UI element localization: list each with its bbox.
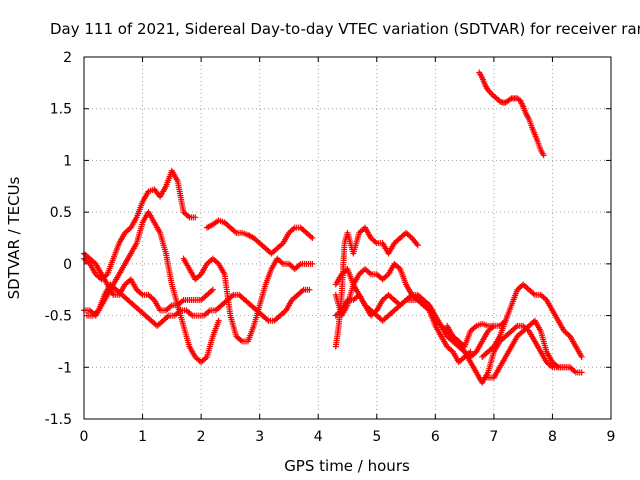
y-tick-label: -0.5: [45, 309, 72, 325]
x-tick-label: 0: [80, 429, 89, 445]
series-arc2: [81, 209, 222, 366]
series-arc7: [332, 224, 421, 350]
grid-lines: [84, 57, 611, 419]
x-tick-label: 1: [138, 429, 147, 445]
x-tick-label: 6: [431, 429, 440, 445]
x-tick-label: 9: [607, 429, 616, 445]
series-arc14: [476, 69, 547, 159]
series-arc13: [485, 317, 574, 381]
series-arc10: [332, 291, 497, 360]
data-point: [309, 260, 316, 267]
y-tick-label: 0: [63, 257, 72, 273]
data-point: [309, 235, 316, 241]
data-point: [215, 317, 222, 324]
data-point: [306, 286, 313, 293]
data-point: [490, 322, 497, 329]
y-tick-label: 1: [63, 153, 72, 169]
data-point: [567, 364, 574, 371]
y-tick-label: -1.5: [45, 412, 72, 428]
data-points: [81, 69, 585, 386]
y-tick-label: 1.5: [50, 102, 72, 118]
series-arc6: [180, 255, 316, 345]
x-tick-label: 7: [489, 429, 498, 445]
data-point: [192, 214, 199, 221]
series-arc1: [81, 167, 199, 283]
chart-title: Day 111 of 2021, Sidereal Day-to-day VTE…: [50, 20, 640, 38]
x-tick-label: 3: [255, 429, 264, 445]
plot-frame: [83, 56, 612, 420]
y-axis-label: SDTVAR / TECUs: [5, 176, 23, 299]
data-point: [414, 242, 421, 249]
data-point: [209, 286, 216, 293]
series-arc12: [479, 281, 585, 360]
series-arc5: [203, 217, 316, 257]
series-arc4: [83, 281, 313, 329]
x-tick-label: 5: [372, 429, 381, 445]
x-tick-label: 4: [314, 429, 323, 445]
data-point: [578, 369, 585, 376]
axis-ticks: 0 1 2 3 4 5 6 7 8 9 -1.5 -1 -0.5 0 0.5 1 1.5 2: [45, 50, 616, 445]
y-tick-label: -1: [58, 360, 72, 376]
x-tick-label: 8: [548, 429, 557, 445]
x-axis-label: GPS time / hours: [284, 457, 410, 475]
y-tick-label: 0.5: [50, 205, 72, 221]
y-tick-label: 2: [63, 50, 72, 66]
data-point: [578, 353, 585, 360]
data-point: [540, 152, 547, 159]
x-tick-label: 2: [197, 429, 206, 445]
